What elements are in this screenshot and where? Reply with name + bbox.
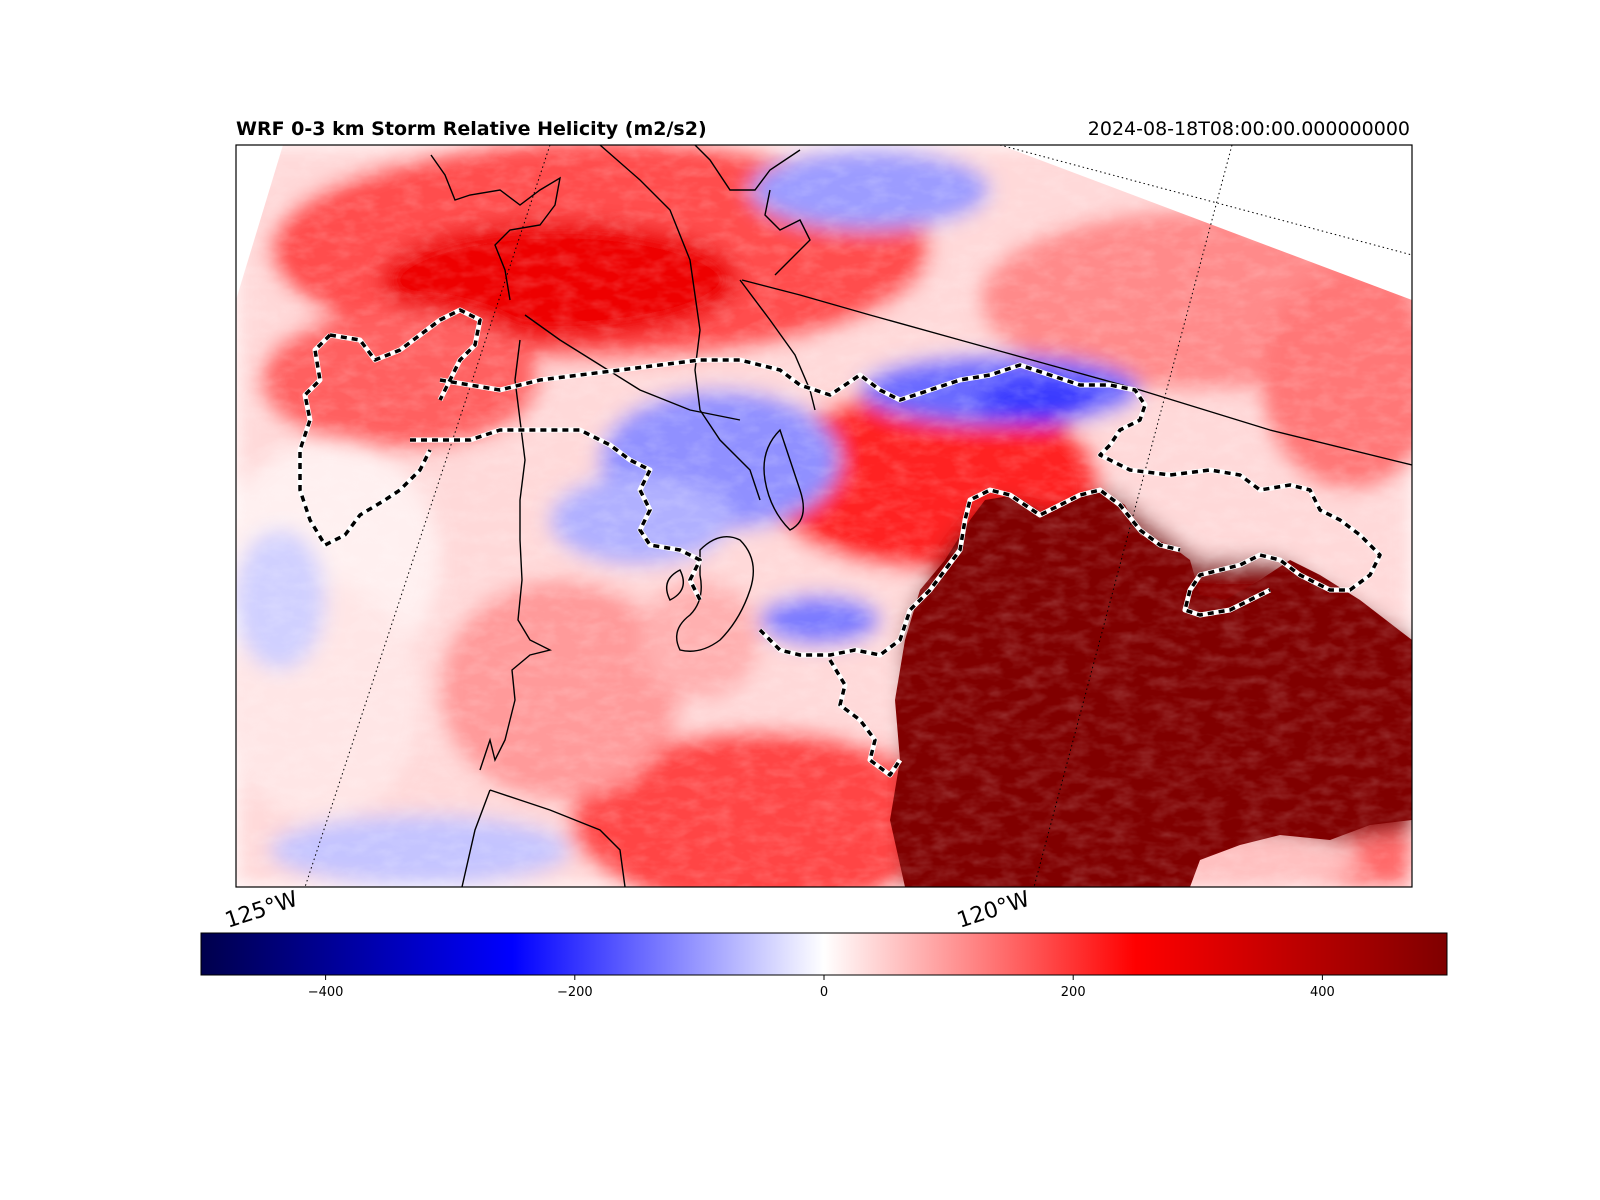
graticule	[304, 145, 1412, 887]
map-title: WRF 0-3 km Storm Relative Helicity (m2/s…	[236, 118, 707, 140]
colorbar-tick-label: 0	[820, 985, 828, 1000]
colorbar-ticks: −400 −200 0 200 400	[308, 975, 1335, 1000]
colorbar	[200, 932, 1448, 976]
helicity-field	[236, 145, 1412, 887]
colorbar-tick-label: −400	[308, 985, 344, 1000]
colorbar-tick-label: 400	[1310, 985, 1335, 1000]
lon-label-120w: 120°W	[954, 887, 1033, 934]
map-frame	[235, 144, 1413, 888]
lon-label-125w: 125°W	[222, 887, 301, 934]
coastlines	[430, 145, 1412, 887]
colorbar-tick-label: 200	[1061, 985, 1086, 1000]
valid-time: 2024-08-18T08:00:00.000000000	[1087, 118, 1410, 140]
colorbar-tick-label: −200	[557, 985, 593, 1000]
helicity-contours	[297, 307, 1383, 778]
